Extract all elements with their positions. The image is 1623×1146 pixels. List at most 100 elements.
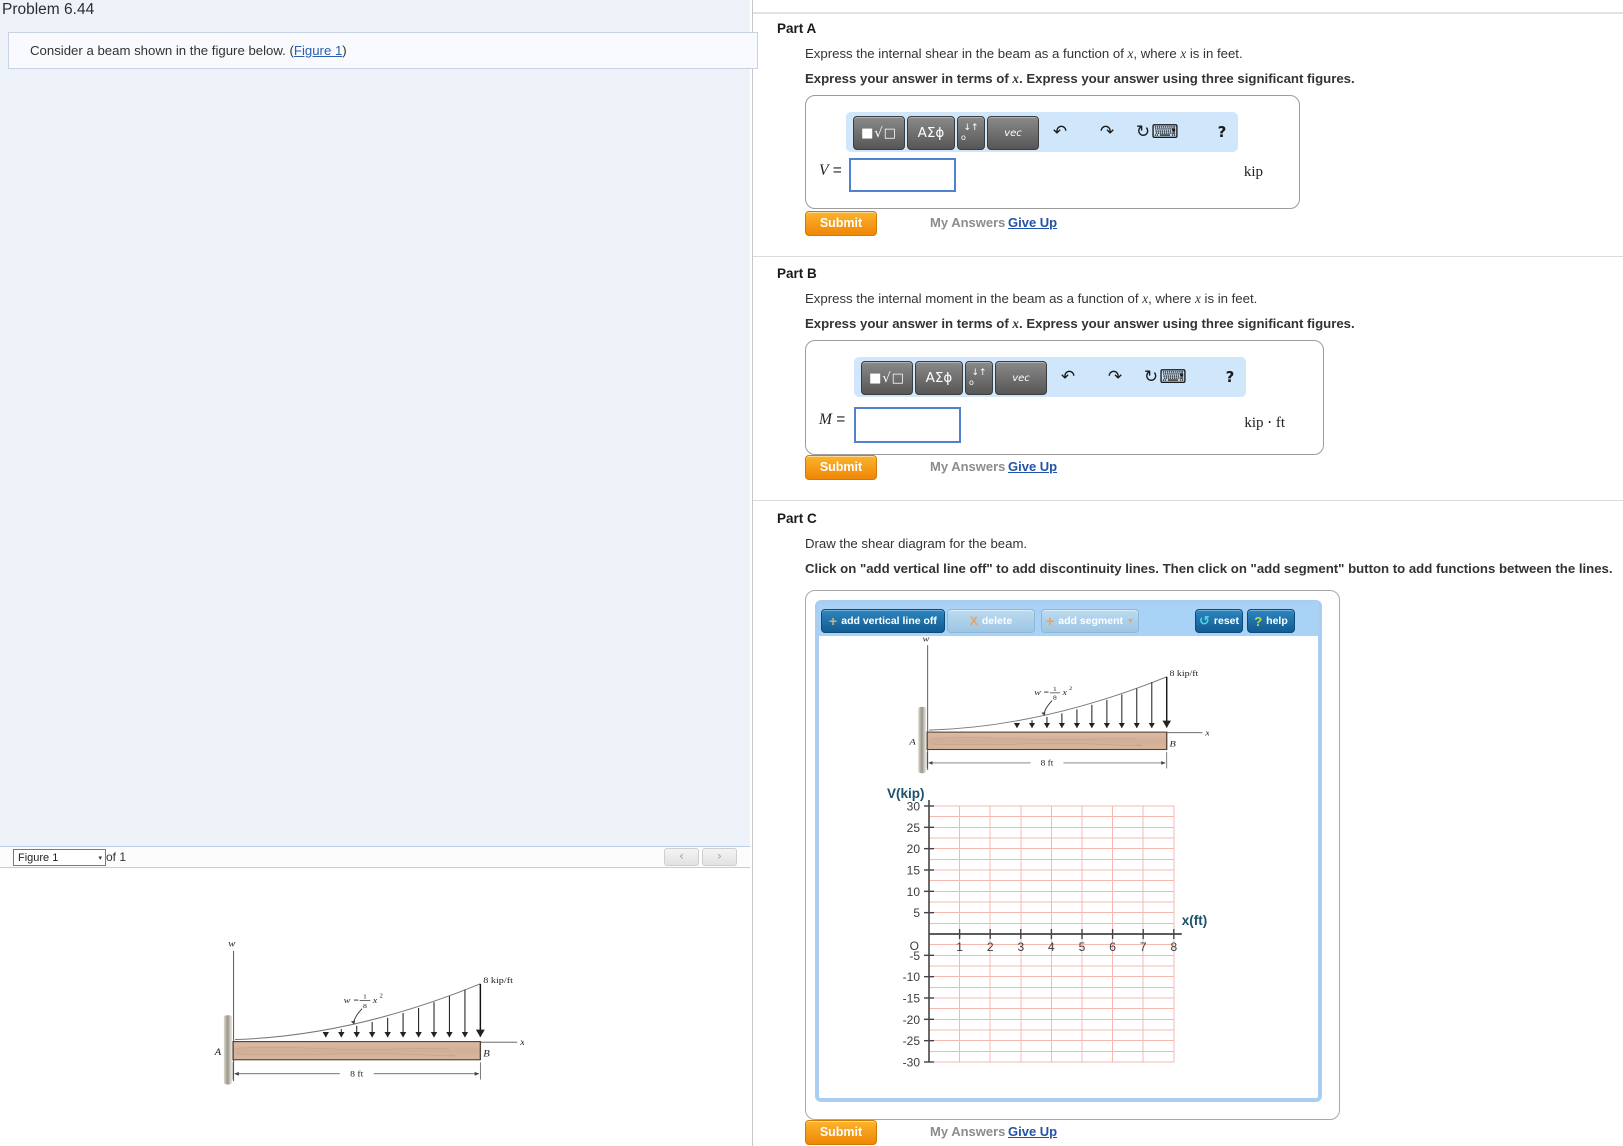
figure-select[interactable]: Figure 1 ▾ (13, 849, 106, 866)
part-c-description: Draw the shear diagram for the beam. (805, 536, 1028, 551)
units-template-button[interactable]: ↓↑ o (957, 116, 985, 150)
part-b-my-answers[interactable]: My Answers (930, 459, 1006, 474)
part-c-heading: Part C (777, 511, 817, 526)
help-button[interactable]: ? help (1247, 609, 1295, 633)
units-template-button[interactable]: ↓↑ o (965, 361, 993, 395)
svg-text:8: 8 (1170, 940, 1177, 954)
vector-template-button[interactable]: vec (995, 361, 1047, 395)
units-label: kip ⋅ ft (1244, 415, 1285, 431)
part-b-give-up-link[interactable]: Give Up (1008, 459, 1058, 474)
page-title: Problem 6.44 (2, 1, 95, 18)
math-template-button[interactable]: ■√□ (853, 116, 905, 150)
svg-text:7: 7 (1140, 940, 1147, 954)
equation-toolbar: ■√□ ΑΣϕ ↓↑ o vec ↶ ↷ ↻ ⌨ ? (854, 357, 1246, 397)
units-label: kip (1243, 164, 1263, 180)
vector-template-button[interactable]: vec (987, 116, 1039, 150)
part-c-my-answers[interactable]: My Answers (930, 1124, 1006, 1139)
help-icon[interactable]: ? (1217, 123, 1227, 141)
reset-button[interactable]: ↺ reset (1195, 609, 1243, 633)
add-vertical-line-button[interactable]: + add vertical line off (821, 609, 945, 633)
add-segment-button[interactable]: + add segment ▼ (1041, 609, 1139, 633)
svg-text:-25: -25 (903, 1034, 921, 1048)
help-icon[interactable]: ? (1225, 368, 1235, 386)
beam-figure (204, 936, 524, 1101)
part-c-instruction: Click on "add vertical line off" to add … (805, 561, 1613, 576)
problem-statement: Consider a beam shown in the figure belo… (8, 32, 758, 69)
chevron-left-icon: ‹ (679, 849, 684, 863)
plus-icon: + (1046, 613, 1055, 629)
svg-text:-30: -30 (903, 1056, 921, 1070)
svg-text:6: 6 (1109, 940, 1116, 954)
top-divider (753, 12, 1623, 14)
part-c-give-up-link[interactable]: Give Up (1008, 1124, 1058, 1139)
svg-text:3: 3 (1017, 940, 1024, 954)
reset-icon[interactable]: ↻ (1143, 367, 1159, 387)
svg-text:-15: -15 (903, 992, 921, 1006)
greek-symbols-button[interactable]: ΑΣϕ (907, 116, 955, 150)
greek-symbols-button[interactable]: ΑΣϕ (915, 361, 963, 395)
variable-label: M = (819, 411, 846, 428)
math-template-button[interactable]: ■√□ (861, 361, 913, 395)
svg-text:5: 5 (913, 906, 920, 920)
svg-text:1: 1 (956, 940, 963, 954)
svg-text:V(kip): V(kip) (887, 786, 925, 801)
part-b-submit-button[interactable]: Submit (805, 455, 877, 480)
svg-text:10: 10 (907, 885, 921, 899)
x-icon: X (969, 614, 978, 628)
svg-text:15: 15 (907, 863, 921, 877)
svg-text:5: 5 (1079, 940, 1086, 954)
part-a-instruction: Express your answer in terms of x. Expre… (805, 71, 1355, 86)
svg-text:-5: -5 (909, 949, 920, 963)
part-b-heading: Part B (777, 266, 817, 281)
shear-diagram-grid[interactable]: 30 25 20 15 10 5 -5 -10 -15 -20 -25 -30 1 2 3 4 5 6 7 8 O V(k… (871, 781, 1231, 1081)
redo-icon[interactable]: ↷ (1099, 122, 1115, 142)
svg-text:2: 2 (987, 940, 994, 954)
problem-intro-panel (0, 0, 750, 847)
svg-text:-20: -20 (903, 1013, 921, 1027)
svg-text:30: 30 (907, 799, 921, 813)
svg-text:x(ft): x(ft) (1182, 913, 1208, 928)
moment-answer-input[interactable] (854, 407, 961, 443)
reset-icon[interactable]: ↻ (1135, 122, 1151, 142)
variable-label: V = (819, 162, 842, 179)
caret-down-icon: ▼ (1127, 617, 1134, 625)
part-a-answer-box: ■√□ ΑΣϕ ↓↑ o vec ↶ ↷ ↻ ⌨ ? V = kip (805, 95, 1300, 209)
part-a-description: Express the internal shear in the beam a… (805, 46, 1243, 61)
figure-toolbar: Figure 1 ▾ of 1 ‹ › (0, 846, 750, 868)
equation-toolbar: ■√□ ΑΣϕ ↓↑ o vec ↶ ↷ ↻ ⌨ ? (846, 112, 1238, 152)
panel-divider (752, 0, 753, 1146)
keyboard-icon[interactable]: ⌨ (1151, 121, 1179, 143)
question-icon: ? (1254, 613, 1263, 629)
figure-1-link[interactable]: Figure 1 (293, 43, 343, 58)
section-divider (753, 256, 1623, 257)
figure-count-label: of 1 (106, 850, 127, 864)
chevron-right-icon: › (717, 849, 722, 863)
figure-next-button[interactable]: › (702, 848, 737, 866)
part-a-my-answers[interactable]: My Answers (930, 215, 1006, 230)
svg-text:25: 25 (907, 821, 921, 835)
part-b-instruction: Express your answer in terms of x. Expre… (805, 316, 1355, 331)
redo-icon[interactable]: ↷ (1107, 367, 1123, 387)
undo-icon[interactable]: ↶ (1060, 367, 1076, 387)
svg-text:20: 20 (907, 842, 921, 856)
svg-text:-10: -10 (903, 970, 921, 984)
part-c-submit-button[interactable]: Submit (805, 1120, 877, 1145)
part-a-submit-button[interactable]: Submit (805, 211, 877, 236)
part-b-description: Express the internal moment in the beam … (805, 291, 1258, 306)
chevron-down-icon: ▾ (98, 854, 102, 862)
reset-icon: ↺ (1198, 613, 1210, 629)
svg-text:4: 4 (1048, 940, 1055, 954)
svg-text:O: O (910, 939, 919, 953)
part-a-give-up-link[interactable]: Give Up (1008, 215, 1058, 230)
part-a-heading: Part A (777, 21, 817, 36)
keyboard-icon[interactable]: ⌨ (1159, 366, 1187, 388)
undo-icon[interactable]: ↶ (1052, 122, 1068, 142)
shear-answer-input[interactable] (849, 158, 956, 192)
beam-figure (899, 631, 1209, 789)
figure-prev-button[interactable]: ‹ (664, 848, 699, 866)
